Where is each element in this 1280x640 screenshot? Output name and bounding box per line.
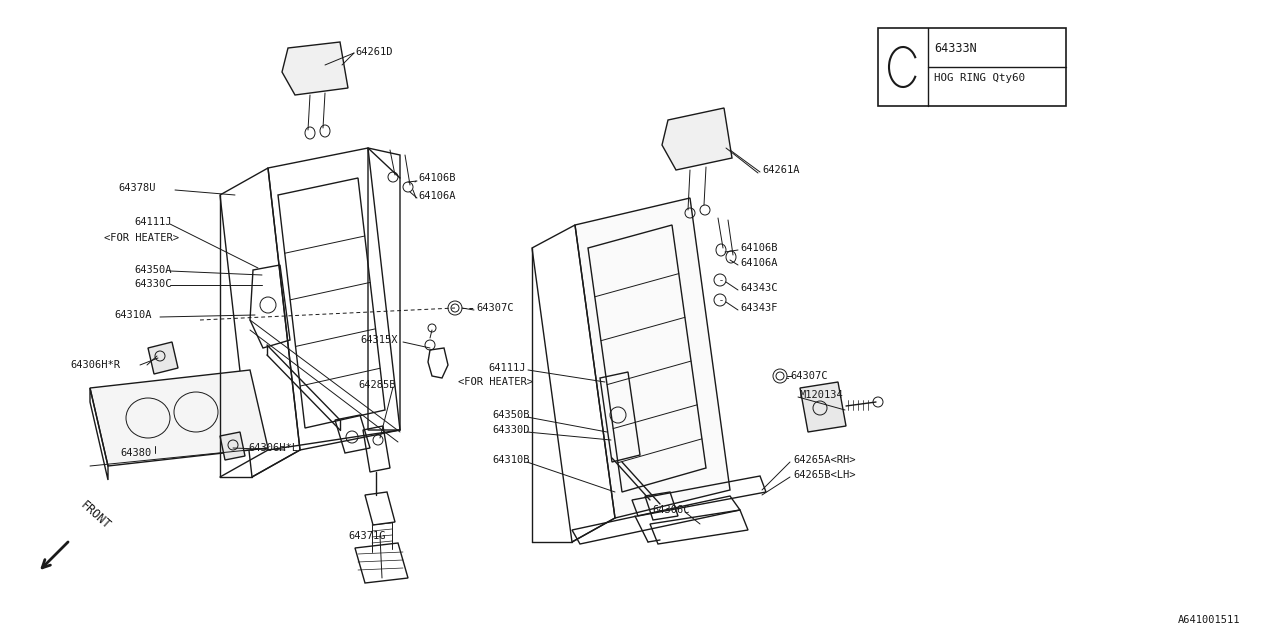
Polygon shape: [90, 370, 268, 466]
Text: FRONT: FRONT: [78, 499, 113, 532]
Text: 64307C: 64307C: [476, 303, 513, 313]
Text: 64306H*L: 64306H*L: [248, 443, 298, 453]
Text: 64350A: 64350A: [134, 265, 172, 275]
Text: 64306C: 64306C: [652, 505, 690, 515]
Text: 64106A: 64106A: [419, 191, 456, 201]
Text: 64111J: 64111J: [488, 363, 526, 373]
Polygon shape: [148, 342, 178, 374]
Text: 64285B: 64285B: [358, 380, 396, 390]
Text: 64106B: 64106B: [740, 243, 777, 253]
Text: HOG RING Qty60: HOG RING Qty60: [934, 73, 1025, 83]
Text: 64106B: 64106B: [419, 173, 456, 183]
Text: 64111J: 64111J: [134, 217, 172, 227]
Polygon shape: [800, 382, 846, 432]
Polygon shape: [662, 108, 732, 170]
Text: M120134: M120134: [800, 390, 844, 400]
Text: A641001511: A641001511: [1178, 615, 1240, 625]
Text: 64261A: 64261A: [762, 165, 800, 175]
Polygon shape: [575, 198, 730, 518]
Text: <FOR HEATER>: <FOR HEATER>: [458, 377, 532, 387]
Bar: [878, 28, 1066, 106]
Text: 64330D: 64330D: [492, 425, 530, 435]
Text: 64265B<LH>: 64265B<LH>: [794, 470, 855, 480]
Text: 64261D: 64261D: [355, 47, 393, 57]
Text: 64310B: 64310B: [492, 455, 530, 465]
Text: 64310A: 64310A: [114, 310, 151, 320]
Polygon shape: [282, 42, 348, 95]
Text: 64315X: 64315X: [360, 335, 398, 345]
Text: 64307C: 64307C: [790, 371, 827, 381]
Text: 64378U: 64378U: [118, 183, 155, 193]
Text: 64106A: 64106A: [740, 258, 777, 268]
Text: 64343C: 64343C: [740, 283, 777, 293]
Text: 64306H*R: 64306H*R: [70, 360, 120, 370]
Text: 64350B: 64350B: [492, 410, 530, 420]
Text: 64343F: 64343F: [740, 303, 777, 313]
Polygon shape: [220, 432, 244, 460]
Text: 64371G: 64371G: [348, 531, 385, 541]
Text: 64380: 64380: [120, 448, 151, 458]
Text: 64265A<RH>: 64265A<RH>: [794, 455, 855, 465]
Text: <FOR HEATER>: <FOR HEATER>: [104, 233, 179, 243]
Text: 64333N: 64333N: [934, 42, 977, 55]
Text: 64330C: 64330C: [134, 279, 172, 289]
